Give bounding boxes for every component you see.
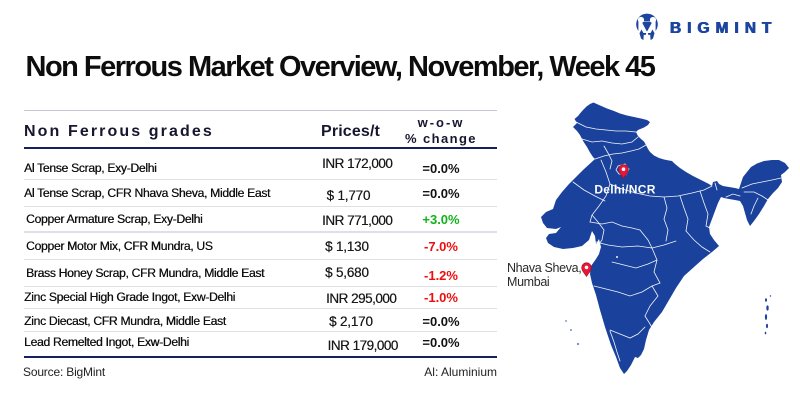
svg-text:Delhi/NCR: Delhi/NCR [594,183,655,197]
